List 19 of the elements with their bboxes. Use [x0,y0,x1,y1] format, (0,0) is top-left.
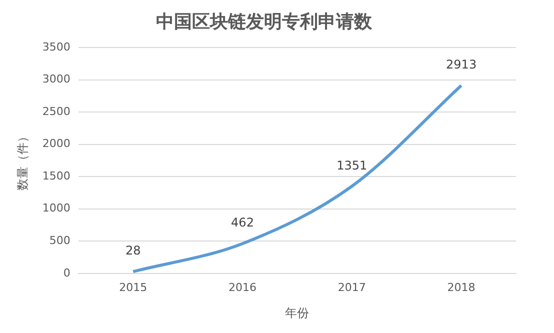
y-axis-title: 数量（件） [15,130,30,190]
data-label: 2913 [446,58,477,72]
x-axis-title: 年份 [285,306,310,320]
data-label: 1351 [336,158,368,172]
y-tick-label: 1000 [42,202,70,215]
y-tick-label: 2500 [42,104,70,118]
data-label: 28 [125,244,141,258]
y-tick-label: 1500 [42,169,70,182]
x-tick-label: 2018 [447,280,476,294]
y-tick-label: 500 [49,234,70,247]
data-label: 462 [231,216,254,230]
y-tick-label: 2000 [42,137,70,150]
y-tick-label: 3000 [42,72,70,86]
y-tick-label: 3500 [42,40,70,54]
x-tick-label: 2015 [119,280,148,294]
y-tick-label: 0 [63,266,70,280]
x-tick-label: 2017 [338,280,366,294]
chart-title: 中国区块链发明专利申请数 [156,11,373,32]
x-tick-label: 2016 [228,280,256,294]
